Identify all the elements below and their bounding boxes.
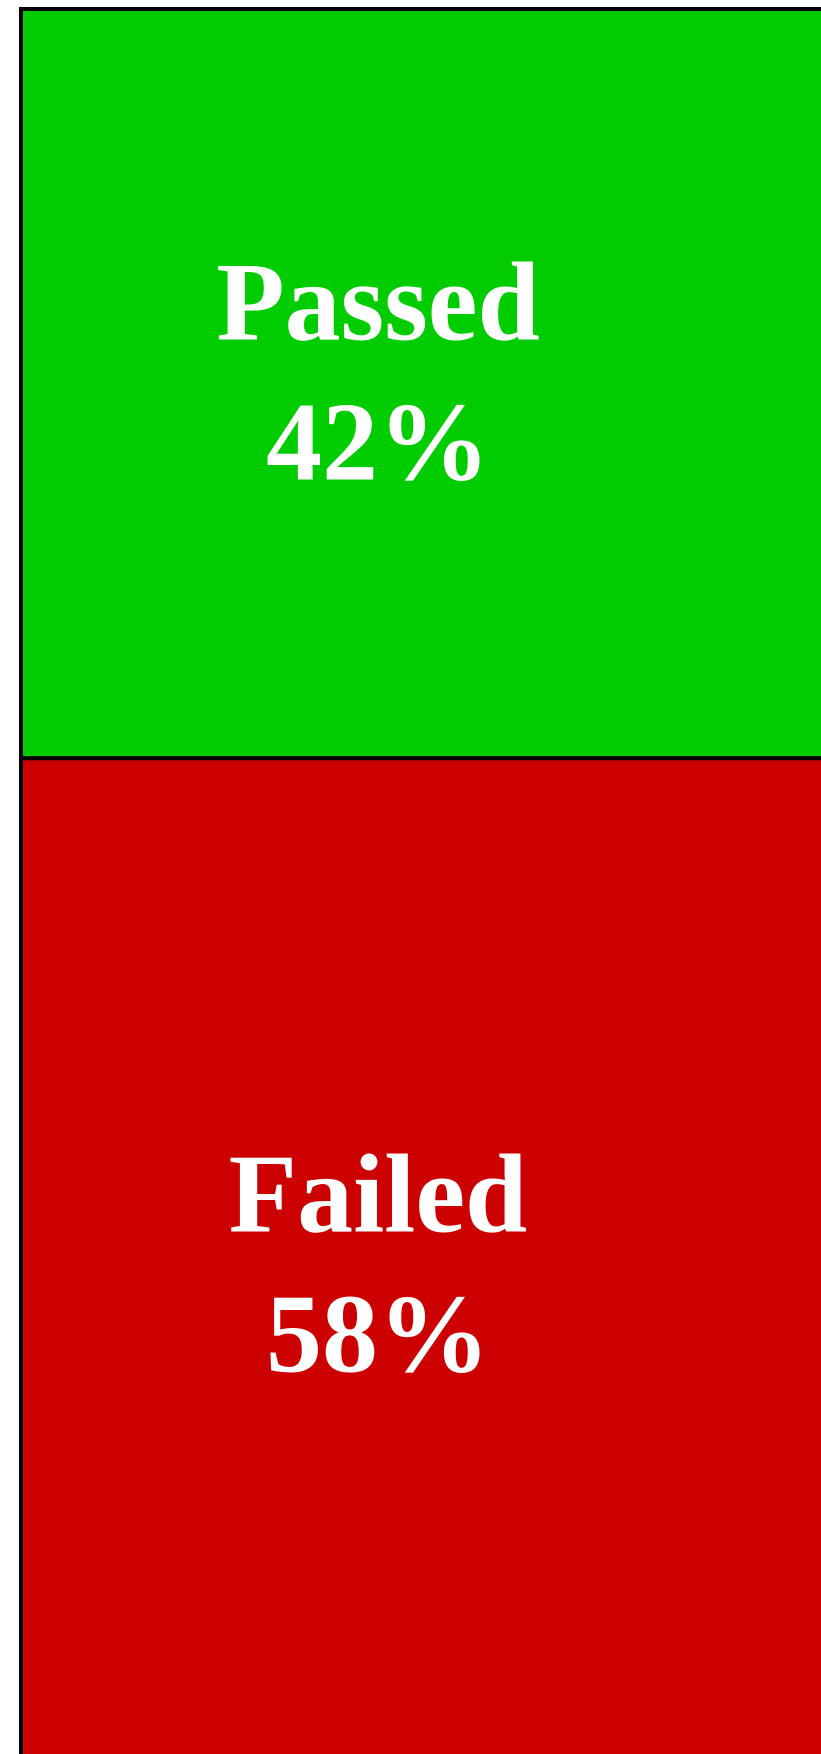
segment-value: 58% xyxy=(266,1272,490,1396)
segment xyxy=(19,7,821,761)
segment-value: 42% xyxy=(266,380,490,504)
segment-label: Passed xyxy=(216,240,540,364)
segment-label: Failed xyxy=(229,1132,528,1256)
segment xyxy=(19,756,821,1754)
